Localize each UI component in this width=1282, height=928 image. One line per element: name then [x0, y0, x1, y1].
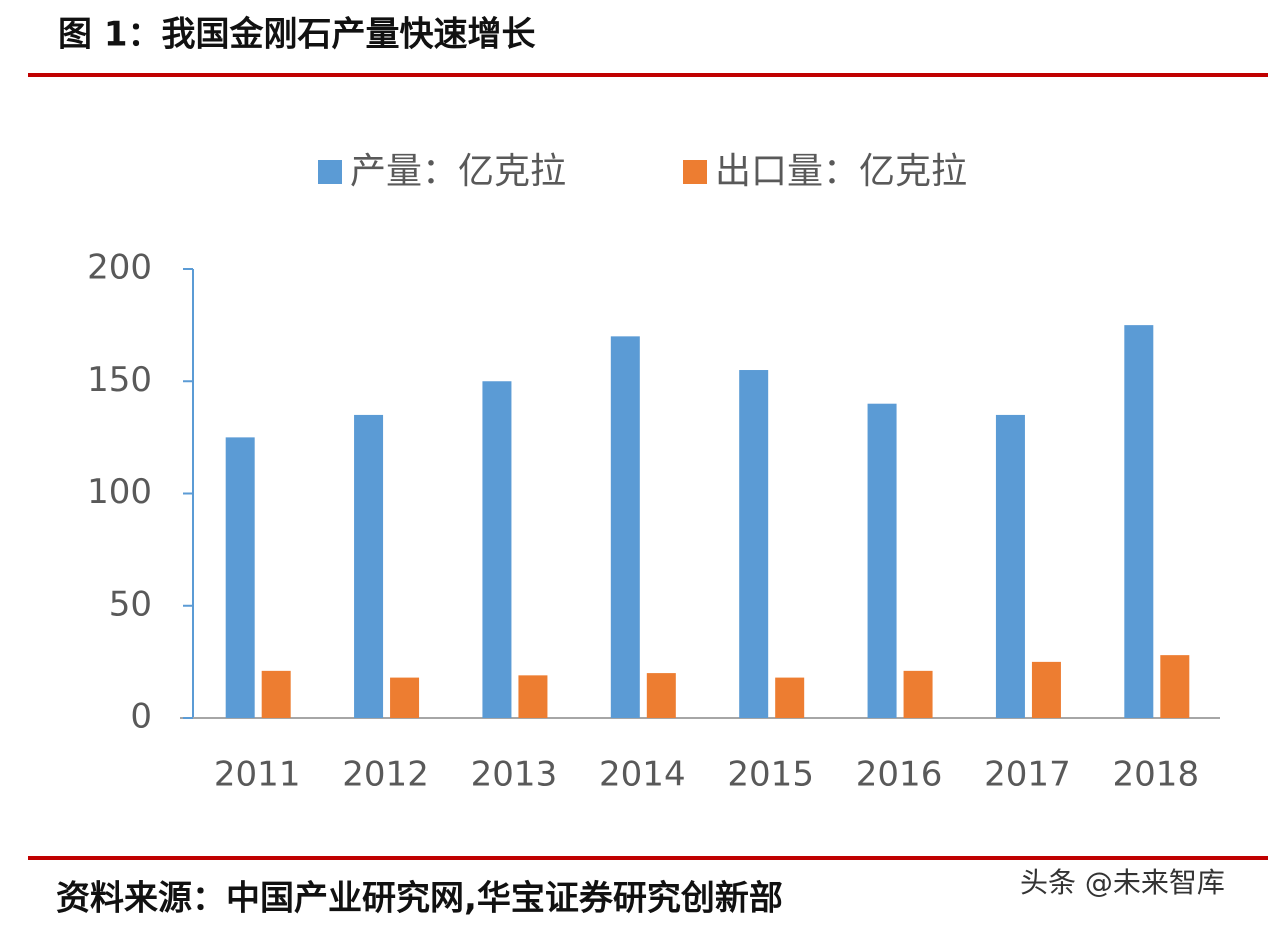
x-tick-label: 2014 [599, 755, 686, 795]
x-tick-label: 2011 [214, 755, 301, 795]
bar [739, 370, 769, 718]
x-tick-label: 2018 [1113, 755, 1200, 795]
x-tick-label: 2016 [856, 755, 943, 795]
bar [390, 677, 420, 718]
legend-swatch [318, 160, 342, 184]
x-tick-label: 2012 [342, 755, 429, 795]
bar [903, 670, 933, 718]
bar [518, 675, 548, 718]
x-tick-label: 2015 [727, 755, 814, 795]
bar [482, 381, 512, 718]
x-tick-label: 2017 [984, 755, 1071, 795]
bar [1031, 661, 1061, 718]
bar [1124, 325, 1154, 718]
y-tick-label: 100 [87, 472, 152, 512]
x-tick-label: 2013 [471, 755, 558, 795]
watermark: 头条 @未来智库 [1020, 866, 1225, 899]
legend-swatch [683, 160, 707, 184]
bar [261, 670, 291, 718]
y-tick-label: 0 [130, 697, 152, 737]
bar [1160, 655, 1190, 718]
bar [354, 414, 384, 718]
bar [646, 673, 676, 718]
y-tick-label: 200 [87, 248, 152, 288]
bar [867, 403, 897, 718]
bar [775, 677, 805, 718]
bar [610, 336, 640, 718]
bar [995, 414, 1025, 718]
bar [225, 437, 255, 718]
legend-label: 产量：亿克拉 [350, 151, 566, 192]
y-tick-label: 150 [87, 360, 152, 400]
source-note: 资料来源：中国产业研究网,华宝证券研究创新部 [56, 879, 783, 919]
legend-label: 出口量：亿克拉 [715, 151, 967, 192]
chart-title: 图 1：我国金刚石产量快速增长 [58, 15, 536, 55]
y-tick-label: 50 [109, 584, 152, 624]
